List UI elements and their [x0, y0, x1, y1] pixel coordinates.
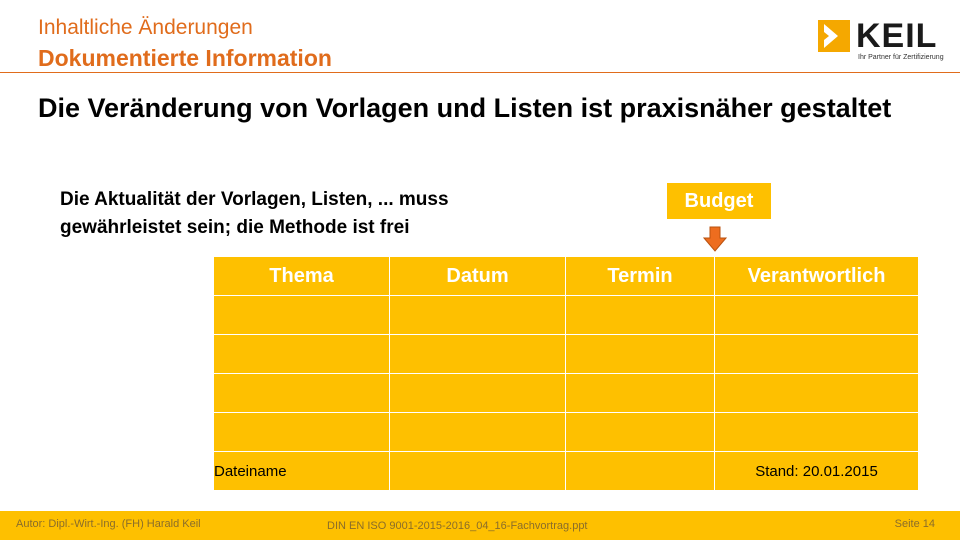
keil-logo-tagline: Ihr Partner für Zertifizierung	[858, 54, 944, 61]
table-cell	[565, 295, 715, 335]
budget-callout: Budget	[667, 183, 771, 219]
main-heading: Die Veränderung von Vorlagen und Listen …	[38, 93, 892, 123]
column-header-verantwortlich: Verantwortlich	[714, 256, 919, 296]
down-arrow-icon	[703, 226, 727, 252]
table-row	[213, 412, 919, 452]
table-cell	[565, 412, 715, 452]
table-cell	[389, 373, 566, 413]
slide-section-label: Inhaltliche Änderungen	[38, 16, 253, 39]
table-cell	[389, 412, 566, 452]
table-row	[213, 334, 919, 374]
table-cell	[714, 412, 919, 452]
footer-bar: Autor: Dipl.-Wirt.-Ing. (FH) Harald Keil…	[0, 511, 960, 540]
table-row	[213, 295, 919, 335]
table-cell	[714, 295, 919, 335]
table-cell	[213, 295, 390, 335]
column-header-datum: Datum	[389, 256, 566, 296]
footer-author: Autor: Dipl.-Wirt.-Ing. (FH) Harald Keil	[16, 518, 201, 530]
slide-section-title: Dokumentierte Information	[38, 45, 332, 71]
table-cell	[389, 334, 566, 374]
column-header-termin: Termin	[565, 256, 715, 296]
table-cell	[565, 451, 715, 491]
header-divider	[0, 72, 960, 73]
table-cell	[213, 373, 390, 413]
column-header-thema: Thema	[213, 256, 390, 296]
table-cell	[389, 451, 566, 491]
table-cell	[714, 373, 919, 413]
table-footer-row: Dateiname Stand: 20.01.2015	[213, 451, 919, 491]
table-cell	[389, 295, 566, 335]
revision-date-label: Stand: 20.01.2015	[714, 451, 919, 491]
file-name-label: Dateiname	[213, 451, 390, 491]
keil-logo-mark-icon	[818, 20, 850, 52]
table-cell	[714, 334, 919, 374]
table-cell	[565, 334, 715, 374]
table-cell	[565, 373, 715, 413]
body-text: Die Aktualität der Vorlagen, Listen, ...…	[60, 189, 449, 238]
table-row	[213, 373, 919, 413]
table-header-row: Thema Datum Termin Verantwortlich	[213, 256, 919, 296]
footer-page-number: Seite 14	[894, 518, 935, 530]
keil-logo: KEIL Ihr Partner für Zertifizierung	[814, 16, 954, 66]
footer-document-name: DIN EN ISO 9001-2015-2016_04_16-Fachvort…	[327, 520, 588, 532]
table-cell	[213, 334, 390, 374]
table-cell	[213, 412, 390, 452]
keil-logo-wordmark: KEIL	[856, 17, 938, 55]
template-table: Thema Datum Termin Verantwortlich Datein…	[213, 256, 919, 491]
